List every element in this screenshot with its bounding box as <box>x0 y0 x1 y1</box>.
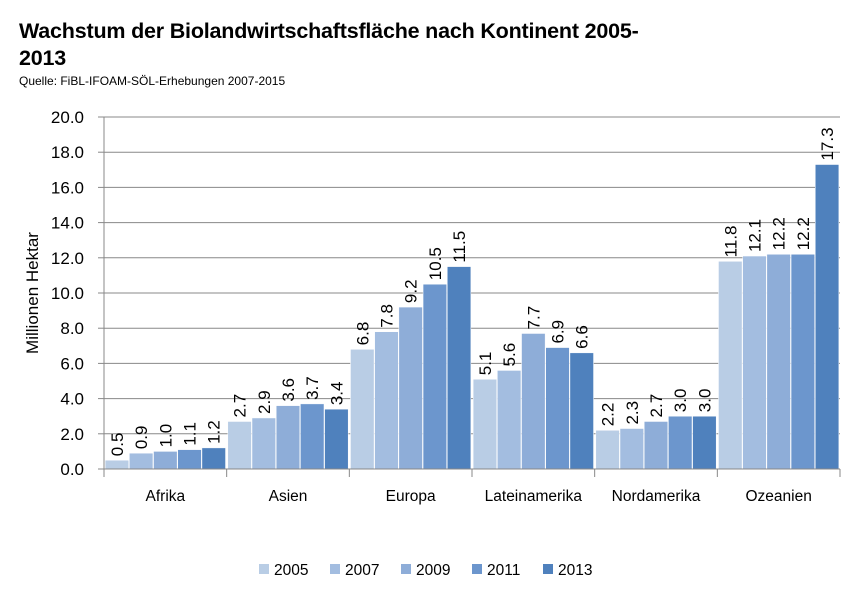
data-label: 9.2 <box>402 279 421 303</box>
data-label: 1.0 <box>156 424 175 448</box>
gridlines <box>104 116 840 435</box>
bar <box>201 447 226 470</box>
bar <box>374 331 399 470</box>
bar <box>619 428 644 470</box>
bar <box>742 255 767 470</box>
axes-group: 0.0 2.0 4.0 6.0 8.0 10.0 12.0 14.0 16.0 18.0 20.0 A… <box>51 108 841 505</box>
bar <box>227 421 252 470</box>
x-tick-label: Nordamerika <box>612 488 701 505</box>
data-label: 7.8 <box>377 304 396 328</box>
data-label: 17.3 <box>818 127 837 160</box>
data-label: 2.7 <box>231 394 250 418</box>
data-label: 0.5 <box>108 433 127 457</box>
x-tick-label: Ozeanien <box>745 488 811 505</box>
y-tick-label: 8.0 <box>60 319 84 338</box>
y-tick-label: 20.0 <box>51 108 84 127</box>
y-tick-label: 18.0 <box>51 143 84 162</box>
data-label: 0.9 <box>132 426 151 450</box>
bar <box>472 378 497 470</box>
legend-swatch <box>259 564 269 574</box>
chart-title: Wachstum der Biolandwirtschaftsfläche na… <box>19 19 639 70</box>
data-label: 7.7 <box>524 306 543 330</box>
bar <box>668 415 693 470</box>
bar <box>692 415 717 470</box>
data-label: 3.0 <box>695 389 714 413</box>
legend-swatch <box>330 564 340 574</box>
data-label: 3.4 <box>327 382 346 406</box>
bars-group <box>104 164 840 470</box>
legend-swatch <box>472 564 482 574</box>
data-label: 6.6 <box>573 325 592 349</box>
y-tick-label: 2.0 <box>60 425 84 444</box>
bar <box>129 452 154 470</box>
data-label: 6.8 <box>353 322 372 346</box>
bar <box>643 421 669 470</box>
chart-source: Quelle: FiBL-IFOAM-SÖL-Erhebungen 2007-2… <box>19 74 286 88</box>
data-label: 12.2 <box>770 217 789 250</box>
bar <box>251 417 276 470</box>
bar <box>521 333 546 470</box>
bar <box>447 266 472 470</box>
data-label: 11.5 <box>450 231 469 263</box>
bar <box>153 451 178 470</box>
x-tick-label: Asien <box>269 488 308 505</box>
y-tick-label: 16.0 <box>51 178 84 197</box>
bar <box>177 449 202 470</box>
bar <box>569 352 594 470</box>
y-axis-label: Millionen Hektar <box>23 232 42 354</box>
bar <box>275 405 301 470</box>
data-label: 1.2 <box>205 420 224 444</box>
y-tick-label: 12.0 <box>51 249 84 268</box>
bar <box>300 403 325 470</box>
bar <box>545 347 570 470</box>
legend-label: 2005 <box>274 562 308 579</box>
legend-swatch <box>401 564 411 574</box>
legend-swatch <box>543 564 553 574</box>
data-label: 3.6 <box>279 378 298 402</box>
bar <box>324 408 349 470</box>
legend-label: 2007 <box>345 562 379 579</box>
data-label: 6.9 <box>549 320 568 344</box>
data-label: 12.1 <box>745 219 764 252</box>
legend-label: 2011 <box>487 562 520 579</box>
bar <box>718 261 743 470</box>
data-label: 2.2 <box>599 403 618 427</box>
bar <box>766 254 791 470</box>
bar <box>497 370 522 470</box>
data-label: 2.7 <box>647 394 666 418</box>
bar <box>815 164 840 470</box>
data-label: 5.1 <box>476 352 495 376</box>
y-tick-label: 0.0 <box>60 460 84 479</box>
data-label: 3.0 <box>671 389 690 413</box>
data-label: 11.8 <box>721 225 740 257</box>
data-label: 2.9 <box>255 390 274 414</box>
legend-label: 2013 <box>558 562 592 579</box>
legend-label: 2009 <box>416 562 450 579</box>
data-label: 10.5 <box>426 247 445 280</box>
bar <box>104 459 129 470</box>
y-tick-label: 10.0 <box>51 284 84 303</box>
data-label: 2.3 <box>623 401 642 425</box>
y-tick-label: 4.0 <box>60 390 84 409</box>
data-label: 1.1 <box>181 422 200 446</box>
data-label: 5.6 <box>500 343 519 367</box>
data-label: 3.7 <box>303 376 322 400</box>
y-tick-label: 14.0 <box>51 214 84 233</box>
legend: 2005 2007 2009 2011 2013 <box>259 562 592 579</box>
x-tick-label: Afrika <box>146 488 186 505</box>
x-tick-label: Lateinamerika <box>485 488 583 505</box>
bar <box>398 306 423 470</box>
x-tick-label: Europa <box>386 488 436 505</box>
bar <box>350 349 375 470</box>
bar <box>790 254 815 470</box>
data-label: 12.2 <box>794 217 813 250</box>
data-labels-group: 0.5 2.7 6.8 5.1 2.2 11.8 0.9 2.9 7.8 5.6 2.3 12.1 1.… <box>108 127 837 456</box>
y-tick-label: 6.0 <box>60 354 84 373</box>
bar <box>422 283 447 470</box>
bar <box>595 430 620 470</box>
